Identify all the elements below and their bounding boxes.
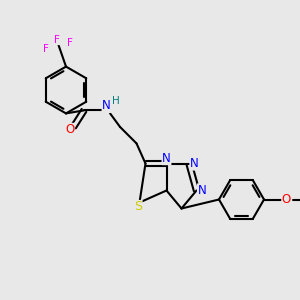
Text: F: F — [43, 44, 49, 54]
Text: H: H — [112, 96, 119, 106]
Text: O: O — [65, 123, 74, 136]
Text: N: N — [162, 152, 171, 165]
Text: N: N — [102, 99, 111, 112]
Text: S: S — [134, 200, 142, 214]
Text: N: N — [190, 157, 199, 170]
Text: O: O — [282, 193, 291, 206]
Text: F: F — [54, 34, 60, 45]
Text: F: F — [67, 38, 73, 49]
Text: N: N — [197, 184, 206, 197]
